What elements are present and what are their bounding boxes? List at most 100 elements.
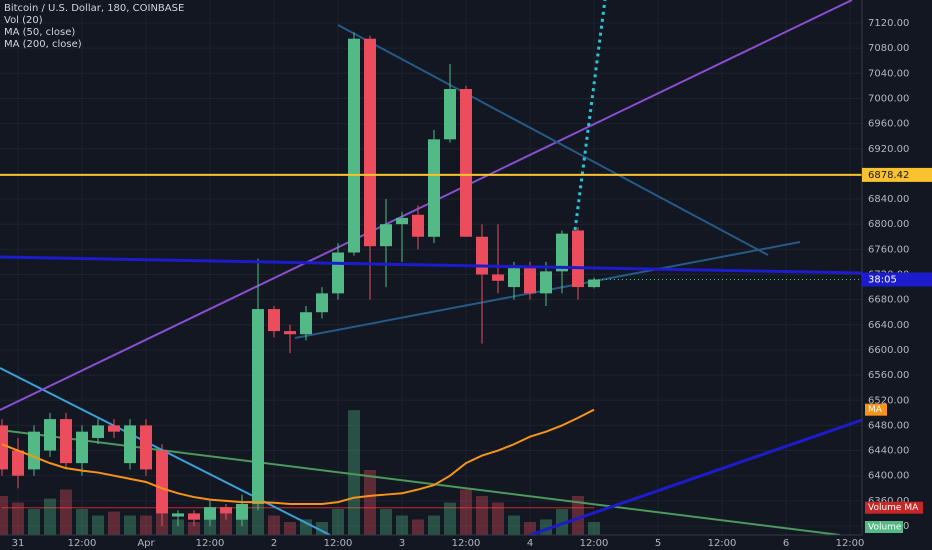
- candle-body: [140, 425, 152, 470]
- axis-tag: MA: [868, 405, 883, 415]
- candle-body: [556, 233, 568, 272]
- volume-bar: [28, 509, 40, 535]
- y-tick-label: 6520.00: [868, 395, 909, 406]
- volume-bar: [140, 515, 152, 535]
- volume-bar: [188, 522, 200, 535]
- y-tick-label: 6960.00: [868, 119, 909, 130]
- y-tick-label: 6480.00: [868, 420, 909, 431]
- trendline: [0, 0, 853, 411]
- candle-body: [172, 513, 184, 517]
- candle-body: [284, 331, 296, 335]
- y-tick-label: 6440.00: [868, 446, 909, 457]
- volume-bar: [44, 498, 56, 535]
- y-tick-label: 6560.00: [868, 370, 909, 381]
- volume-bar: [60, 489, 72, 535]
- candle-body: [220, 507, 232, 514]
- x-tick-label: 5: [655, 538, 661, 549]
- volume-bar: [220, 509, 232, 535]
- volume-bar: [572, 496, 584, 535]
- candle-body: [0, 425, 8, 470]
- candle-body: [236, 503, 248, 520]
- volume-bar: [332, 509, 344, 535]
- volume-bar: [524, 522, 536, 535]
- x-tick-label: 12:00: [708, 538, 737, 549]
- candle-body: [12, 450, 24, 476]
- volume-bar: [284, 522, 296, 535]
- legend-item: MA (200, close): [4, 39, 82, 50]
- x-tick-label: 12:00: [836, 538, 865, 549]
- x-tick-label: 2: [271, 538, 277, 549]
- volume-bar: [460, 489, 472, 535]
- candle-body: [460, 89, 472, 237]
- candle-body: [332, 252, 344, 294]
- candle-body: [492, 274, 504, 281]
- volume-bar: [476, 496, 488, 535]
- axis-tag: Volume: [868, 523, 902, 533]
- volume-bar: [348, 410, 360, 535]
- y-tick-label: 7080.00: [868, 43, 909, 54]
- volume-bar: [508, 515, 520, 535]
- axis-tag-bg: [865, 501, 923, 514]
- volume-bar: [92, 515, 104, 535]
- volume-bar: [412, 519, 424, 535]
- candle-body: [156, 450, 168, 514]
- volume-bar: [444, 502, 456, 535]
- y-tick-label: 6800.00: [868, 219, 909, 230]
- volume-bar: [396, 515, 408, 535]
- candle-body: [572, 230, 584, 288]
- candle-body: [188, 513, 200, 520]
- x-tick-label: 12:00: [196, 538, 225, 549]
- candle-body: [44, 419, 56, 451]
- candle-body: [380, 224, 392, 247]
- volume-bar: [124, 515, 136, 535]
- y-tick-label: 6360.00: [868, 496, 909, 507]
- time-axis: [0, 535, 862, 550]
- trendline: [0, 255, 863, 275]
- candle-body: [92, 425, 104, 438]
- y-tick-label: 7000.00: [868, 93, 909, 104]
- volume-bar: [588, 522, 600, 535]
- x-tick-label: 12:00: [580, 538, 609, 549]
- volume-bar: [380, 509, 392, 535]
- y-tick-label: 6640.00: [868, 320, 909, 331]
- volume-bar: [556, 509, 568, 535]
- axis-tag-bg: [865, 403, 887, 416]
- ma50-line: [1, 408, 595, 505]
- countdown: 38:05: [868, 275, 897, 286]
- y-tick-label: 6840.00: [868, 194, 909, 205]
- candle-body: [28, 431, 40, 470]
- candle-body: [476, 236, 488, 275]
- candle-body: [60, 419, 72, 464]
- candle-body: [508, 268, 520, 288]
- level-label-bg: [862, 167, 932, 182]
- trendline: [529, 418, 863, 537]
- level-label: 6878.42: [868, 170, 909, 181]
- volume-bar: [172, 519, 184, 535]
- volume-bar: [492, 502, 504, 535]
- candle-body: [108, 425, 120, 432]
- x-tick-label: 12:00: [452, 538, 481, 549]
- volume-bar: [12, 502, 24, 535]
- legend-title: Bitcoin / U.S. Dollar, 180, COINBASE: [4, 3, 184, 14]
- y-tick-label: 7120.00: [868, 18, 909, 29]
- x-tick-label: 6: [783, 538, 789, 549]
- candle-body: [428, 139, 440, 237]
- x-tick-label: 12:00: [324, 538, 353, 549]
- y-tick-label: 6920.00: [868, 144, 909, 155]
- candle-body: [364, 38, 376, 247]
- x-tick-label: 4: [527, 538, 533, 549]
- candle-body: [316, 293, 328, 313]
- volume-bar: [268, 515, 280, 535]
- axis-tag: Volume MA: [868, 503, 919, 513]
- x-tick-label: 31: [12, 538, 25, 549]
- y-tick-label: 6600.00: [868, 345, 909, 356]
- y-tick-label: 6680.00: [868, 295, 909, 306]
- volume-bar: [364, 470, 376, 535]
- candle-body: [268, 309, 280, 332]
- countdown-bg: [862, 272, 932, 287]
- candle-body: [124, 425, 136, 464]
- candle-body: [444, 89, 456, 140]
- x-tick-label: Apr: [137, 538, 155, 549]
- candle-body: [524, 268, 536, 294]
